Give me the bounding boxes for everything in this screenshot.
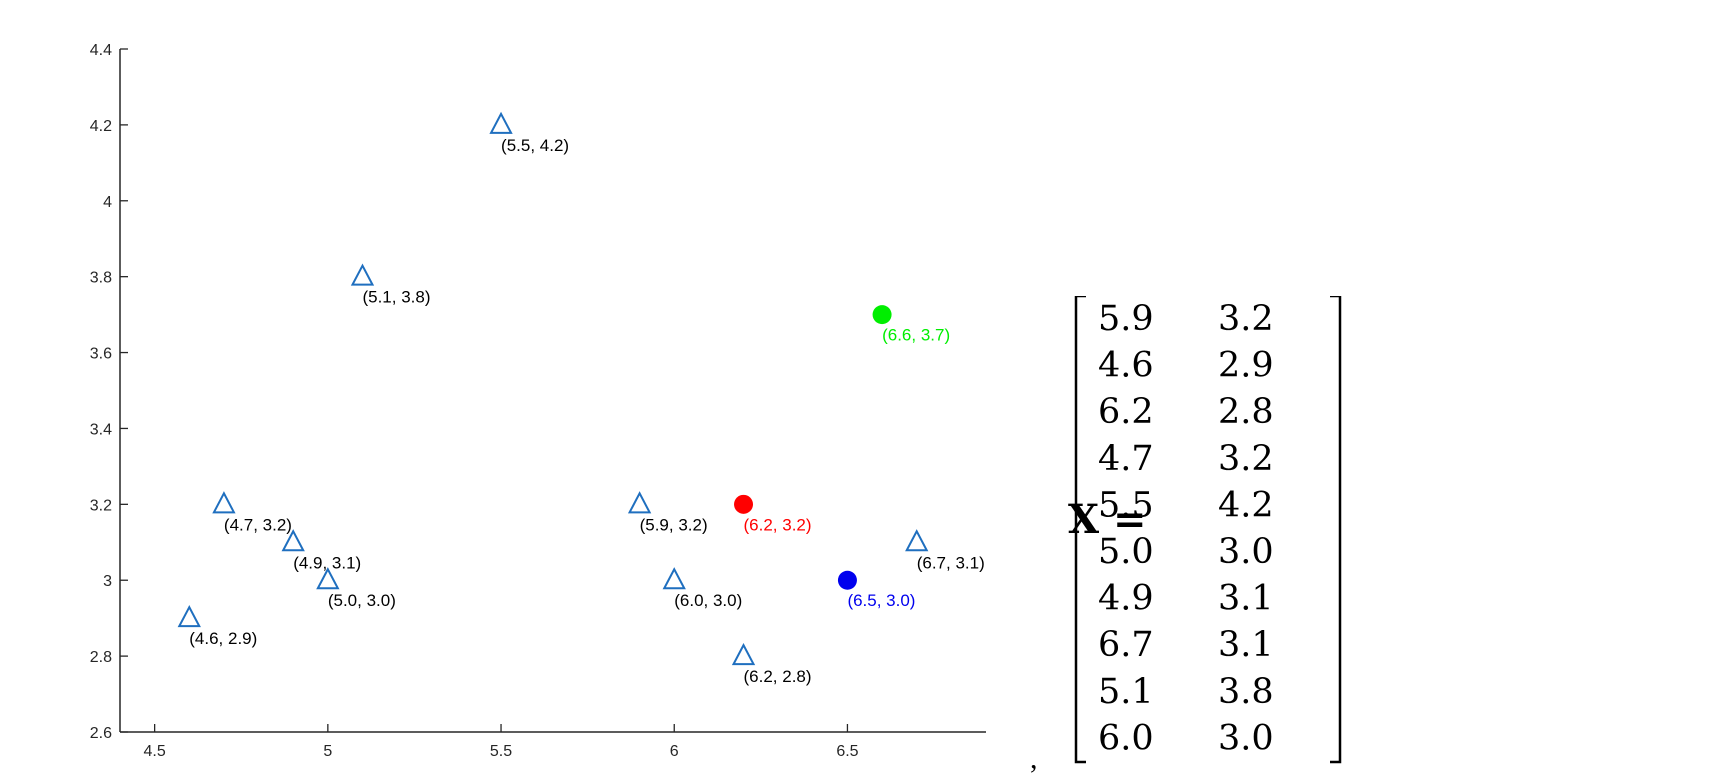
dot-marker bbox=[872, 305, 892, 325]
matrix-cell-col2: 3.8 bbox=[1218, 672, 1274, 712]
triangle-marker bbox=[177, 605, 201, 628]
point-label: (4.9, 3.1) bbox=[293, 553, 361, 572]
triangle-marker bbox=[212, 491, 236, 514]
matrix-cell-col1: 4.9 bbox=[1098, 579, 1154, 619]
matrix-cell-col2: 4.2 bbox=[1218, 485, 1274, 525]
y-tick-label: 3 bbox=[103, 573, 112, 590]
x-tick-label: 5.5 bbox=[490, 743, 512, 760]
point-label: (6.6, 3.7) bbox=[882, 326, 950, 345]
matrix-cell-col2: 3.0 bbox=[1218, 532, 1274, 572]
matrix-cell-col2: 3.2 bbox=[1218, 439, 1274, 479]
matrix-cell-col1: 6.0 bbox=[1098, 718, 1154, 758]
point-label: (6.0, 3.0) bbox=[674, 591, 742, 610]
matrix-cell-col1: 5.5 bbox=[1098, 485, 1154, 525]
point-label: (6.7, 3.1) bbox=[917, 553, 985, 572]
y-tick-label: 3.8 bbox=[90, 270, 112, 287]
matrix-cell-col1: 4.7 bbox=[1098, 439, 1154, 479]
x-tick-label: 4.5 bbox=[144, 743, 166, 760]
point-label: (6.2, 2.8) bbox=[744, 667, 812, 686]
matrix-x: 5.9 3.2 4.6 2.9 6.2 2.8 4.7 3.2 5.5 4.2 5.0 3.0 4.9 3… bbox=[1074, 296, 1342, 764]
trailing-comma: , bbox=[1030, 742, 1038, 775]
triangle-marker bbox=[350, 263, 375, 286]
x-tick-label: 6 bbox=[670, 743, 679, 760]
point-label: (5.5, 4.2) bbox=[501, 136, 569, 155]
matrix-cell-col2: 2.9 bbox=[1218, 346, 1274, 386]
point-label: (5.0, 3.0) bbox=[328, 591, 396, 610]
y-tick-label: 3.6 bbox=[90, 346, 112, 363]
x-tick-label: 5 bbox=[323, 743, 332, 760]
triangle-marker bbox=[316, 567, 340, 590]
y-tick-label: 3.2 bbox=[90, 497, 112, 514]
left-bracket bbox=[1074, 296, 1086, 764]
right-bracket bbox=[1330, 296, 1342, 764]
y-tick-label: 3.4 bbox=[90, 421, 112, 438]
triangle-marker bbox=[281, 529, 305, 552]
matrix-cell-col1: 6.2 bbox=[1098, 392, 1154, 432]
dot-marker bbox=[837, 570, 857, 590]
y-tick-label: 2.8 bbox=[90, 649, 112, 666]
matrix-cell-col2: 3.1 bbox=[1218, 579, 1274, 619]
triangle-marker bbox=[489, 111, 513, 134]
point-label: (4.6, 2.9) bbox=[189, 629, 257, 648]
matrix-lhs: X = bbox=[1068, 496, 1147, 543]
point-label: (5.1, 3.8) bbox=[362, 288, 430, 307]
y-tick-label: 4.4 bbox=[90, 42, 112, 59]
y-tick-label: 4.2 bbox=[90, 118, 112, 135]
matrix-cell-col2: 3.2 bbox=[1218, 299, 1274, 339]
y-tick-label: 2.6 bbox=[90, 725, 112, 742]
matrix-cell-col1: 5.0 bbox=[1098, 532, 1154, 572]
point-label: (6.2, 3.2) bbox=[744, 515, 812, 534]
dot-marker bbox=[734, 494, 754, 514]
point-label: (6.5, 3.0) bbox=[847, 591, 915, 610]
matrix-cell-col1: 5.9 bbox=[1098, 299, 1154, 339]
y-tick-label: 4 bbox=[103, 194, 112, 211]
x-tick-label: 6.5 bbox=[836, 743, 858, 760]
matrix-cell-col1: 6.7 bbox=[1098, 625, 1154, 665]
matrix-cell-col2: 2.8 bbox=[1218, 392, 1274, 432]
matrix-cell-col1: 4.6 bbox=[1098, 346, 1154, 386]
triangle-marker bbox=[662, 567, 686, 590]
triangle-marker bbox=[731, 642, 756, 666]
triangle-marker bbox=[905, 529, 929, 552]
data-points: (5.5, 4.2) (5.1, 3.8) (4.7, 3.2)(4.9, 3.1)… bbox=[177, 111, 985, 686]
matrix-cell-col1: 5.1 bbox=[1098, 672, 1154, 712]
matrix-cell-col2: 3.0 bbox=[1218, 718, 1274, 758]
matrix-cells: 5.9 3.2 4.6 2.9 6.2 2.8 4.7 3.2 5.5 4.2 5.0 3.0 4.9 3… bbox=[1098, 299, 1274, 758]
axes: 2.6 2.8 3 3.2 3.4 3.6 3.8 4 4.2 4.4 4.5 5 5.5 6 6.5 bbox=[90, 42, 986, 760]
triangle-marker bbox=[627, 491, 652, 514]
point-label: (5.9, 3.2) bbox=[640, 515, 708, 534]
matrix-cell-col2: 3.1 bbox=[1218, 625, 1274, 665]
scatter-plot: 2.6 2.8 3 3.2 3.4 3.6 3.8 4 4.2 4.4 4.5 5 5.5 6 6.5 (5… bbox=[90, 42, 986, 760]
point-label: (4.7, 3.2) bbox=[224, 515, 292, 534]
